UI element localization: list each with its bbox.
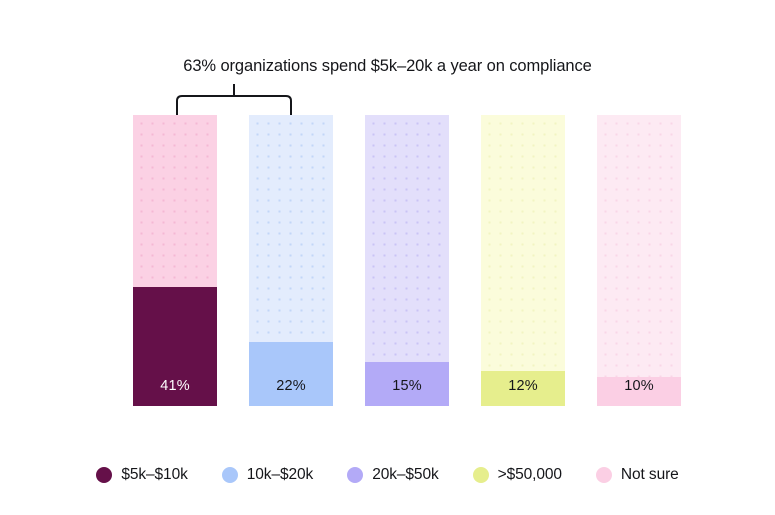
bar-column[interactable]: 15%	[365, 115, 449, 406]
legend-item[interactable]: >$50,000	[472, 466, 562, 484]
chart-legend: $5k–$10k 10k–$20k 20k–$50k >$50,000 Not …	[0, 466, 775, 484]
bar-fill: 22%	[249, 341, 333, 406]
legend-swatch-icon	[595, 467, 612, 483]
legend-item-label: >$50,000	[497, 466, 562, 483]
bar-track: 22%	[249, 115, 333, 406]
plot-area: 41% 22% 15% 12	[133, 115, 681, 406]
legend-swatch-icon	[96, 467, 113, 483]
bar-dot-pattern	[365, 115, 449, 406]
bar-column[interactable]: 12%	[481, 115, 565, 406]
bar-fill: 10%	[597, 376, 681, 406]
bar-track: 10%	[597, 115, 681, 406]
legend-item-label: 20k–$50k	[372, 466, 439, 483]
legend-swatch-icon	[221, 467, 238, 483]
legend-item-label: 10k–$20k	[246, 466, 314, 483]
legend-swatch-icon	[472, 467, 489, 483]
legend-item[interactable]: $5k–$10k	[96, 466, 188, 484]
bar-track: 15%	[365, 115, 449, 406]
legend-item-label: $5k–$10k	[121, 466, 188, 483]
bar-value-label: 12%	[508, 377, 538, 394]
bar-dot-pattern	[597, 115, 681, 406]
bar-fill: 12%	[481, 371, 565, 406]
legend-item[interactable]: 10k–$20k	[221, 466, 314, 484]
bar-column[interactable]: 41%	[133, 115, 217, 406]
legend-item[interactable]: Not sure	[595, 466, 679, 484]
legend-item[interactable]: 20k–$50k	[347, 466, 439, 484]
bar-track: 41%	[133, 115, 217, 406]
bar-fill: 15%	[365, 362, 449, 406]
bar-fill: 41%	[133, 286, 217, 406]
legend-item-label: Not sure	[620, 466, 679, 483]
bar-dot-pattern	[481, 115, 565, 406]
annotation-bracket-icon	[176, 84, 292, 115]
chart-annotation-title: 63% organizations spend $5k–20k a year o…	[183, 57, 592, 75]
bar-value-label: 22%	[276, 377, 306, 394]
bar-column[interactable]: 10%	[597, 115, 681, 406]
bar-column[interactable]: 22%	[249, 115, 333, 406]
bar-value-label: 10%	[624, 377, 654, 394]
bar-value-label: 41%	[160, 377, 190, 394]
legend-swatch-icon	[347, 467, 364, 483]
annotation-bracket	[176, 84, 292, 116]
bar-track: 12%	[481, 115, 565, 406]
bar-value-label: 15%	[392, 377, 422, 394]
